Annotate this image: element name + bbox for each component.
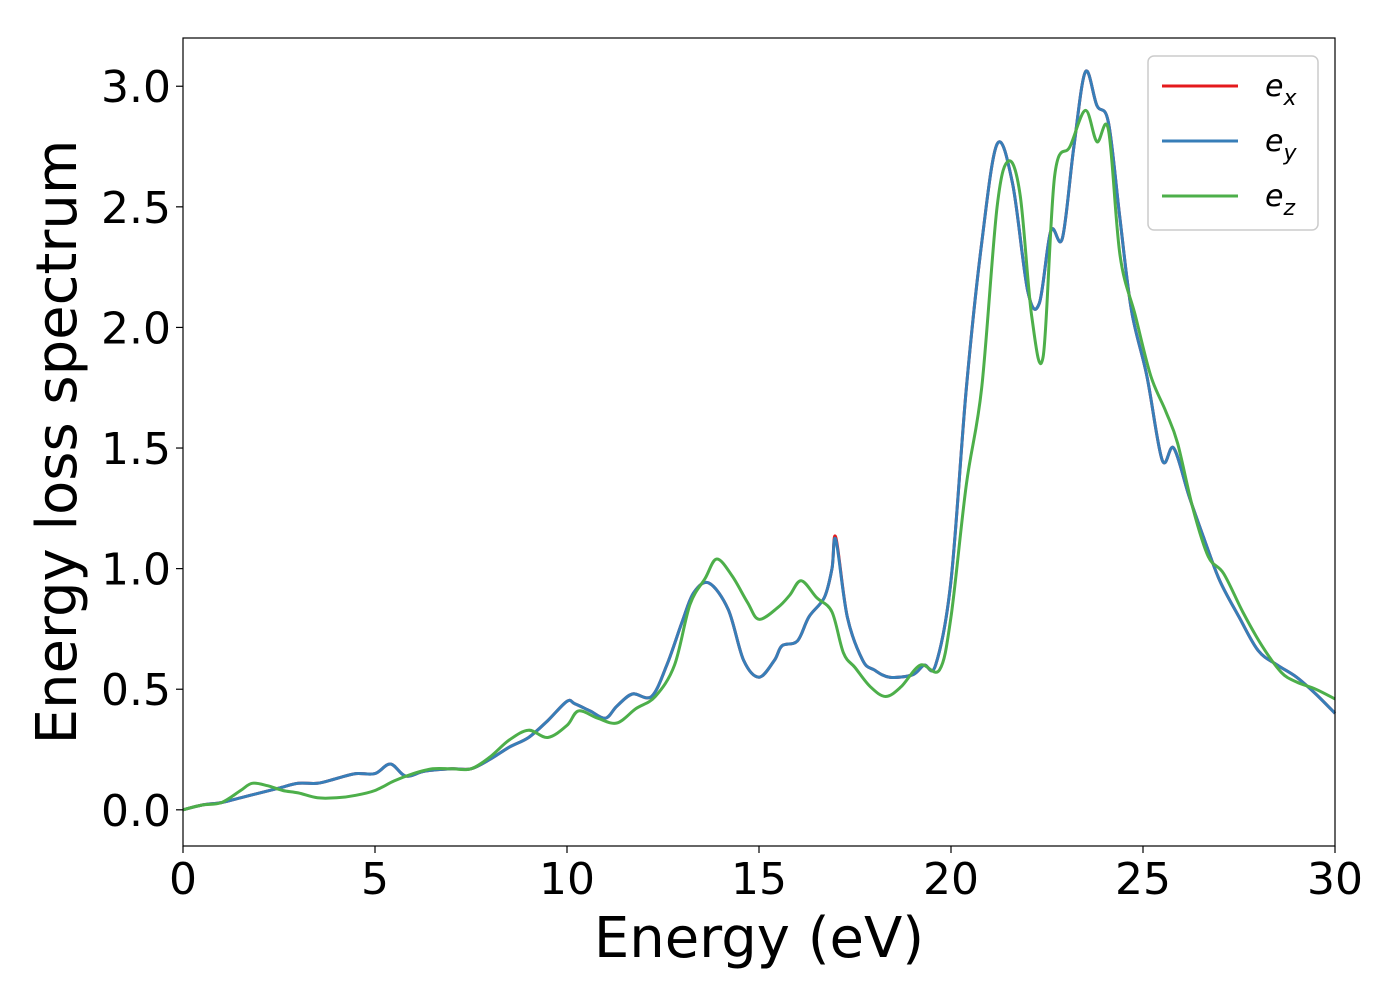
x-axis-title: Energy (eV) <box>594 906 924 971</box>
y-tick-label: 0.0 <box>101 786 171 837</box>
x-tick-label: 30 <box>1307 854 1363 905</box>
legend-frame <box>1147 55 1319 231</box>
y-tick-label: 2.5 <box>101 183 171 234</box>
y-axis-title: Energy loss spectrum <box>25 140 90 745</box>
x-tick-label: 25 <box>1115 854 1171 905</box>
x-axis: 0 5 10 15 20 25 30 <box>169 846 1363 905</box>
x-tick-label: 5 <box>361 854 389 905</box>
y-tick-label: 3.0 <box>101 62 171 113</box>
y-tick-label: 0.5 <box>101 665 171 716</box>
y-tick-label: 1.0 <box>101 545 171 596</box>
x-tick-label: 15 <box>731 854 787 905</box>
series-layer <box>182 69 1337 812</box>
legend-label-z: ez <box>1265 179 1295 221</box>
legend: ex ey ez <box>1147 55 1319 231</box>
y-tick-label: 2.0 <box>101 303 171 354</box>
series-line-z <box>182 108 1336 812</box>
plot-area <box>183 38 1335 846</box>
x-tick-label: 10 <box>539 854 595 905</box>
legend-label-x: ex <box>1265 69 1297 111</box>
y-axis: 0.0 0.5 1.0 1.5 2.0 2.5 3.0 <box>101 62 183 837</box>
x-tick-label: 0 <box>169 854 197 905</box>
x-tick-label: 20 <box>923 854 979 905</box>
y-tick-label: 1.5 <box>101 424 171 475</box>
legend-label-y: ey <box>1265 124 1297 166</box>
